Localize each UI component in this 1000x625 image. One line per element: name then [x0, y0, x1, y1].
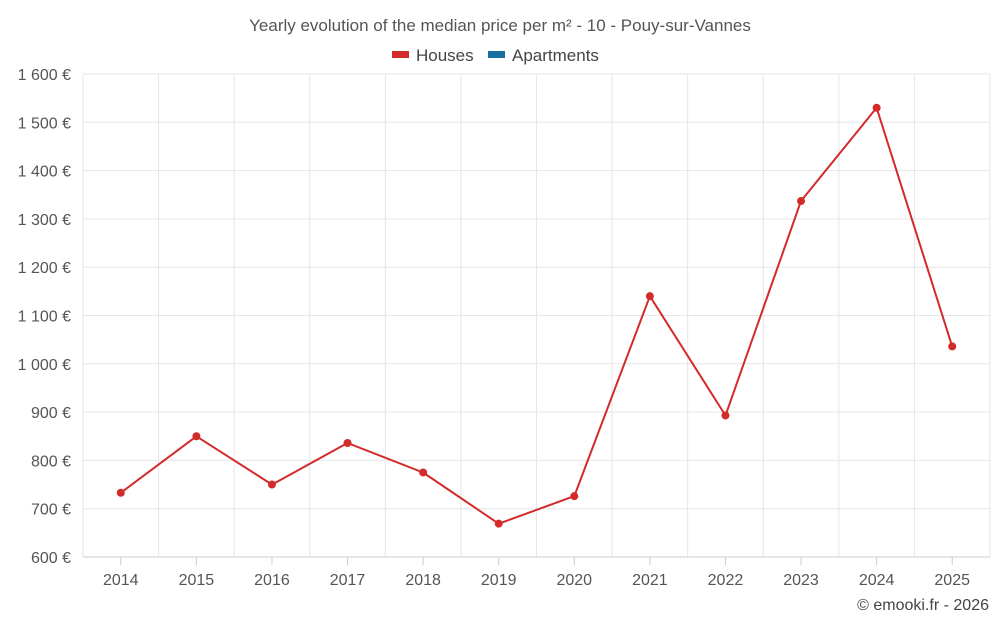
- y-tick-label: 800 €: [31, 453, 71, 470]
- data-point-houses-2020[interactable]: [570, 492, 579, 501]
- x-tick-label: 2018: [405, 572, 441, 589]
- x-tick-label: 2016: [254, 572, 290, 589]
- x-tick-label: 2021: [632, 572, 668, 589]
- legend-label-houses: Houses: [416, 46, 474, 65]
- series-line-houses: [120, 106, 954, 525]
- x-tick-label: 2020: [556, 572, 592, 589]
- data-point-houses-2014[interactable]: [116, 488, 125, 497]
- legend-swatch-houses: [392, 51, 409, 58]
- y-axis-ticks: 600 € 700 € 800 € 900 € 1 000 € 1 100 € 1 200 …: [18, 67, 71, 567]
- legend-label-apartments: Apartments: [512, 46, 599, 65]
- x-tick-label: 2023: [783, 572, 819, 589]
- credit-text: © emooki.fr - 2026: [857, 597, 989, 614]
- y-tick-label: 1 300 €: [18, 212, 71, 229]
- x-tick-label: 2025: [934, 572, 970, 589]
- grid: [82, 73, 991, 558]
- legend-item-houses[interactable]: Houses: [392, 46, 474, 65]
- data-point-houses-2021[interactable]: [645, 292, 654, 301]
- x-tick-label: 2017: [330, 572, 366, 589]
- data-point-houses-2017[interactable]: [343, 439, 352, 448]
- legend: Houses Apartments: [392, 46, 599, 65]
- data-point-houses-2025[interactable]: [948, 342, 957, 351]
- x-tick-label: 2022: [708, 572, 744, 589]
- data-point-houses-2018[interactable]: [419, 468, 428, 477]
- data-point-houses-2023[interactable]: [797, 197, 806, 206]
- data-point-houses-2024[interactable]: [872, 103, 881, 112]
- x-axis-ticks: 2014 2015 2016 2017 2018 2019 2020 2021 2022 2023…: [103, 557, 970, 589]
- x-tick-label: 2014: [103, 572, 139, 589]
- y-tick-label: 1 200 €: [18, 260, 71, 277]
- y-tick-label: 600 €: [31, 550, 71, 567]
- x-tick-label: 2019: [481, 572, 517, 589]
- x-tick-label: 2015: [179, 572, 215, 589]
- x-tick-label: 2024: [859, 572, 895, 589]
- y-tick-label: 1 100 €: [18, 309, 71, 326]
- data-point-houses-2019[interactable]: [494, 519, 503, 528]
- legend-item-apartments[interactable]: Apartments: [488, 46, 599, 65]
- data-point-houses-2022[interactable]: [721, 411, 730, 420]
- data-point-houses-2016[interactable]: [267, 480, 276, 489]
- data-point-houses-2015[interactable]: [192, 432, 201, 441]
- series: [116, 103, 957, 528]
- legend-swatch-apartments: [488, 51, 505, 58]
- y-tick-label: 900 €: [31, 405, 71, 422]
- y-tick-label: 1 400 €: [18, 164, 71, 181]
- y-tick-label: 1 500 €: [18, 115, 71, 132]
- y-tick-label: 1 600 €: [18, 67, 71, 84]
- y-tick-label: 700 €: [31, 502, 71, 519]
- chart-title: Yearly evolution of the median price per…: [249, 16, 751, 35]
- y-tick-label: 1 000 €: [18, 357, 71, 374]
